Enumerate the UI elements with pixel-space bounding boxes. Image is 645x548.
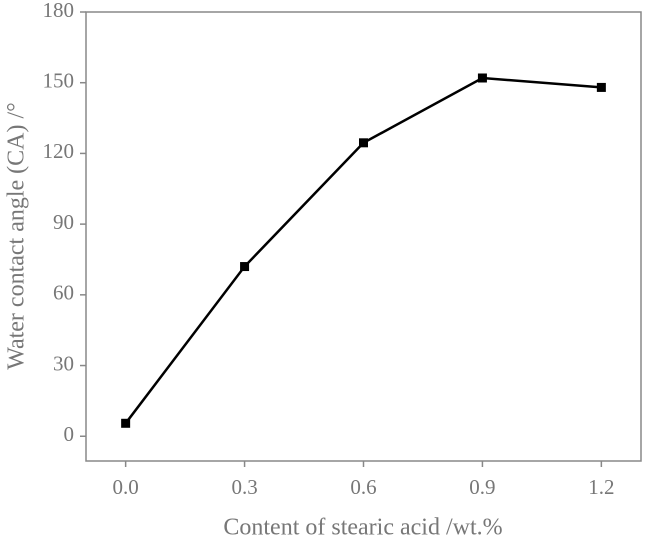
x-tick-label: 0.0 bbox=[113, 475, 139, 499]
x-tick-label: 0.6 bbox=[350, 475, 376, 499]
x-axis-label: Content of stearic acid /wt.% bbox=[223, 515, 502, 541]
y-tick-label: 0 bbox=[64, 422, 75, 446]
x-tick-label: 0.9 bbox=[469, 475, 495, 499]
data-point bbox=[121, 418, 131, 428]
y-axis-label: Water contact angle (CA) /° bbox=[4, 102, 30, 370]
y-tick-label: 150 bbox=[43, 69, 75, 93]
y-tick-label: 120 bbox=[43, 139, 75, 163]
data-point bbox=[240, 262, 250, 272]
y-tick-label: 180 bbox=[43, 0, 75, 22]
data-point bbox=[596, 82, 606, 92]
y-tick-label: 60 bbox=[53, 281, 74, 305]
x-tick-label: 1.2 bbox=[588, 475, 614, 499]
y-tick-label: 30 bbox=[53, 351, 74, 375]
data-point bbox=[359, 138, 368, 148]
y-tick-label: 90 bbox=[53, 210, 74, 234]
plot-frame bbox=[85, 11, 642, 462]
x-tick-label: 0.3 bbox=[231, 475, 257, 499]
data-line bbox=[124, 76, 602, 425]
data-point bbox=[477, 73, 487, 83]
